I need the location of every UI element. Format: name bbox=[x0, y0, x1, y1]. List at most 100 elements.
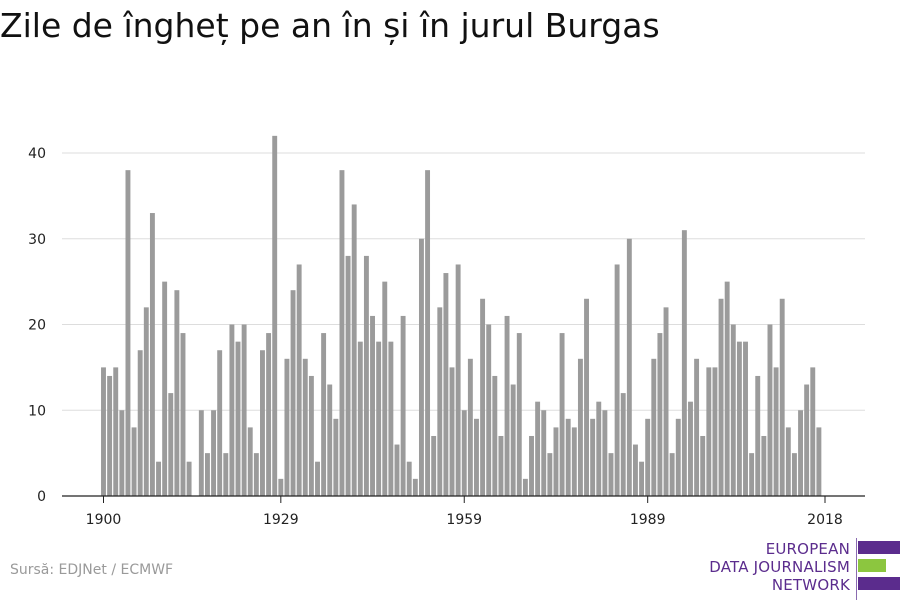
bar bbox=[467, 358, 473, 496]
y-tick-label: 0 bbox=[37, 489, 46, 505]
bar bbox=[645, 418, 651, 496]
bar bbox=[113, 367, 119, 497]
bar bbox=[101, 367, 106, 497]
bar bbox=[400, 315, 406, 496]
bar bbox=[608, 453, 614, 497]
bar bbox=[204, 453, 210, 497]
bar bbox=[718, 298, 724, 496]
bar bbox=[669, 453, 675, 497]
bar bbox=[137, 350, 143, 496]
bar bbox=[773, 367, 779, 497]
bar bbox=[791, 453, 797, 497]
bar bbox=[278, 478, 284, 496]
bar bbox=[107, 375, 113, 496]
bar bbox=[217, 350, 223, 496]
bar bbox=[779, 298, 785, 496]
logo-line-1: EUROPEAN bbox=[765, 540, 850, 558]
bar bbox=[480, 298, 486, 496]
bar bbox=[816, 427, 822, 496]
bar bbox=[168, 393, 174, 496]
bar bbox=[455, 264, 461, 496]
bar bbox=[804, 384, 810, 496]
bar bbox=[510, 384, 516, 496]
bar bbox=[547, 453, 553, 497]
bar bbox=[577, 358, 583, 496]
bar bbox=[345, 255, 351, 496]
bar bbox=[761, 435, 767, 496]
bar bbox=[657, 333, 663, 496]
bar bbox=[730, 324, 736, 496]
bar bbox=[376, 341, 382, 496]
bar bbox=[418, 238, 424, 496]
bar bbox=[266, 333, 272, 496]
bar bbox=[351, 204, 357, 496]
bars bbox=[101, 135, 822, 497]
bar bbox=[559, 333, 565, 496]
bar bbox=[639, 461, 645, 496]
bar bbox=[706, 367, 712, 497]
bar bbox=[602, 410, 608, 496]
bar bbox=[327, 384, 333, 496]
bar bbox=[541, 410, 547, 496]
y-tick-label: 40 bbox=[28, 146, 46, 162]
x-tick-label: 1929 bbox=[263, 512, 299, 528]
logo-bar-2 bbox=[858, 559, 886, 572]
bar bbox=[590, 418, 596, 496]
bar bbox=[767, 324, 773, 496]
bar bbox=[749, 453, 755, 497]
bar bbox=[535, 401, 541, 496]
bar bbox=[596, 401, 602, 496]
bar bbox=[284, 358, 290, 496]
bar bbox=[614, 264, 620, 496]
logo-bar-3 bbox=[858, 577, 900, 590]
y-tick-label: 10 bbox=[28, 403, 46, 419]
bar bbox=[461, 410, 467, 496]
bar bbox=[156, 461, 161, 496]
logo-bar-1 bbox=[858, 541, 900, 554]
bar bbox=[296, 264, 302, 496]
bar bbox=[125, 170, 131, 496]
bar bbox=[584, 298, 589, 496]
bar bbox=[235, 341, 241, 496]
bar bbox=[663, 307, 669, 496]
bar bbox=[308, 375, 314, 496]
bar bbox=[333, 418, 339, 496]
bar bbox=[321, 333, 327, 496]
x-axis-ticks: 1900 1929 1959 1989 2018 bbox=[86, 496, 843, 528]
bar bbox=[443, 273, 449, 496]
bar bbox=[119, 410, 125, 496]
bar bbox=[339, 170, 345, 496]
source-note: Sursă: EDJNet / ECMWF bbox=[10, 562, 174, 578]
x-tick-label: 1959 bbox=[446, 512, 482, 528]
bar bbox=[394, 444, 400, 496]
bar bbox=[498, 435, 504, 496]
bar bbox=[302, 358, 308, 496]
bar bbox=[180, 333, 186, 496]
bar bbox=[474, 418, 479, 496]
bar bbox=[174, 290, 180, 496]
bar bbox=[492, 375, 498, 496]
bar bbox=[724, 281, 730, 496]
bar bbox=[357, 341, 363, 496]
bar bbox=[131, 427, 137, 496]
bar bbox=[798, 410, 803, 496]
bar bbox=[743, 341, 748, 496]
logo-line-2: DATA JOURNALISM bbox=[709, 558, 850, 576]
bar bbox=[229, 324, 235, 496]
bar bbox=[651, 358, 657, 496]
bar bbox=[186, 461, 192, 496]
bar bbox=[260, 350, 265, 496]
bar bbox=[755, 375, 761, 496]
bar bbox=[712, 367, 718, 497]
bar bbox=[688, 401, 693, 496]
bar bbox=[565, 418, 571, 496]
bar bbox=[785, 427, 791, 496]
bar bbox=[437, 307, 443, 496]
x-tick-label: 2018 bbox=[807, 512, 843, 528]
bar bbox=[247, 427, 253, 496]
bar bbox=[315, 461, 320, 496]
bar bbox=[675, 418, 681, 496]
x-tick-label: 1900 bbox=[86, 512, 122, 528]
bar bbox=[223, 453, 229, 497]
bar bbox=[162, 281, 168, 496]
